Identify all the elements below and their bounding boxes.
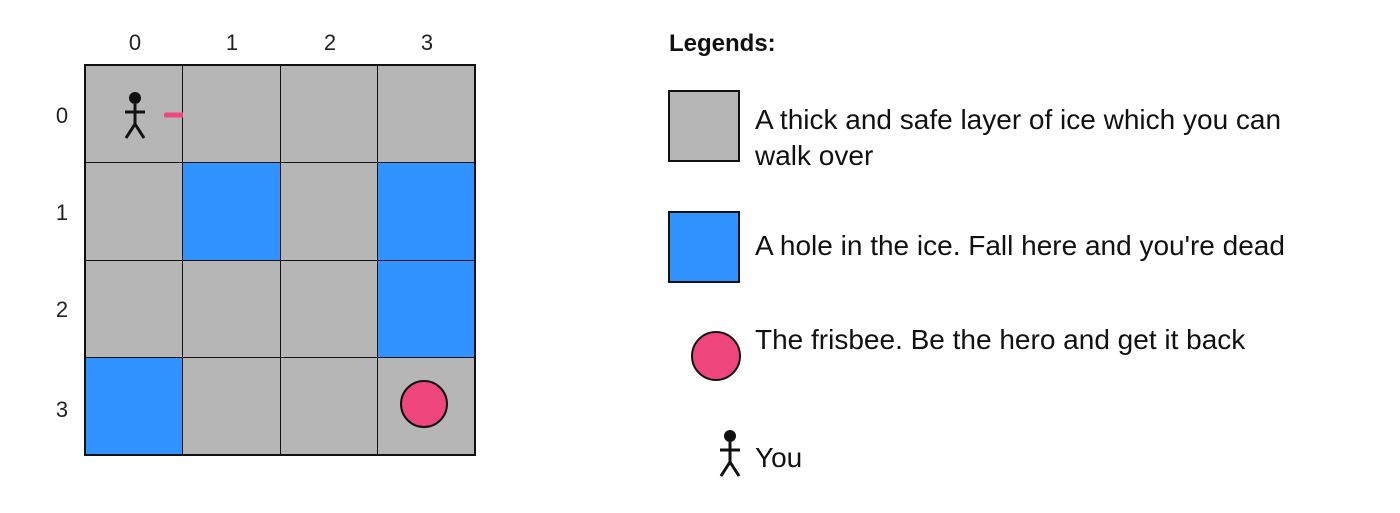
col-label-2: 2 bbox=[323, 30, 337, 55]
grid-cell-0-1-ice bbox=[183, 66, 280, 163]
grid-cell-1-3-hole bbox=[377, 163, 474, 260]
legend-frisbee-text: The frisbee. Be the hero and get it back bbox=[755, 324, 1246, 355]
grid-cell-3-2-ice bbox=[280, 357, 377, 454]
legend-player-icon bbox=[719, 430, 741, 477]
row-label-1: 1 bbox=[55, 200, 69, 225]
grid-cell-0-3-ice bbox=[377, 66, 474, 163]
col-label-1: 1 bbox=[225, 30, 239, 55]
col-label-3: 3 bbox=[420, 30, 434, 55]
grid-cell-1-2-ice bbox=[280, 163, 377, 260]
grid-cell-1-1-hole bbox=[183, 163, 280, 260]
grid-cell-1-0-ice bbox=[86, 163, 183, 260]
grid-cell-2-3-hole bbox=[377, 260, 474, 357]
grid-cell-3-1-ice bbox=[183, 357, 280, 454]
frisbee-icon bbox=[399, 379, 448, 428]
row-label-0: 0 bbox=[55, 103, 69, 128]
row-label-3: 3 bbox=[55, 397, 69, 422]
row-label-2: 2 bbox=[55, 297, 69, 322]
grid-cell-2-1-ice bbox=[183, 260, 280, 357]
col-label-0: 0 bbox=[128, 30, 142, 55]
legend-ice-swatch bbox=[668, 90, 740, 162]
grid-cell-3-3-ice bbox=[377, 357, 474, 454]
legend-ice-text: A thick and safe layer of ice which you … bbox=[755, 104, 1282, 171]
legend-title: Legends: bbox=[669, 30, 776, 57]
grid-cell-3-0-hole bbox=[86, 357, 183, 454]
grid-cell-2-2-ice bbox=[280, 260, 377, 357]
legend-frisbee-icon bbox=[691, 331, 741, 381]
player-icon bbox=[124, 92, 146, 139]
legend-you-text: You bbox=[755, 442, 803, 473]
frozen-lake-grid bbox=[84, 64, 476, 456]
grid-cell-0-0-ice bbox=[86, 66, 232, 163]
legend-hole-swatch bbox=[668, 211, 740, 283]
grid-cell-2-0-ice bbox=[86, 260, 183, 357]
legend-hole-text: A hole in the ice. Fall here and you're … bbox=[755, 230, 1285, 261]
grid-cell-0-2-ice bbox=[280, 66, 377, 163]
